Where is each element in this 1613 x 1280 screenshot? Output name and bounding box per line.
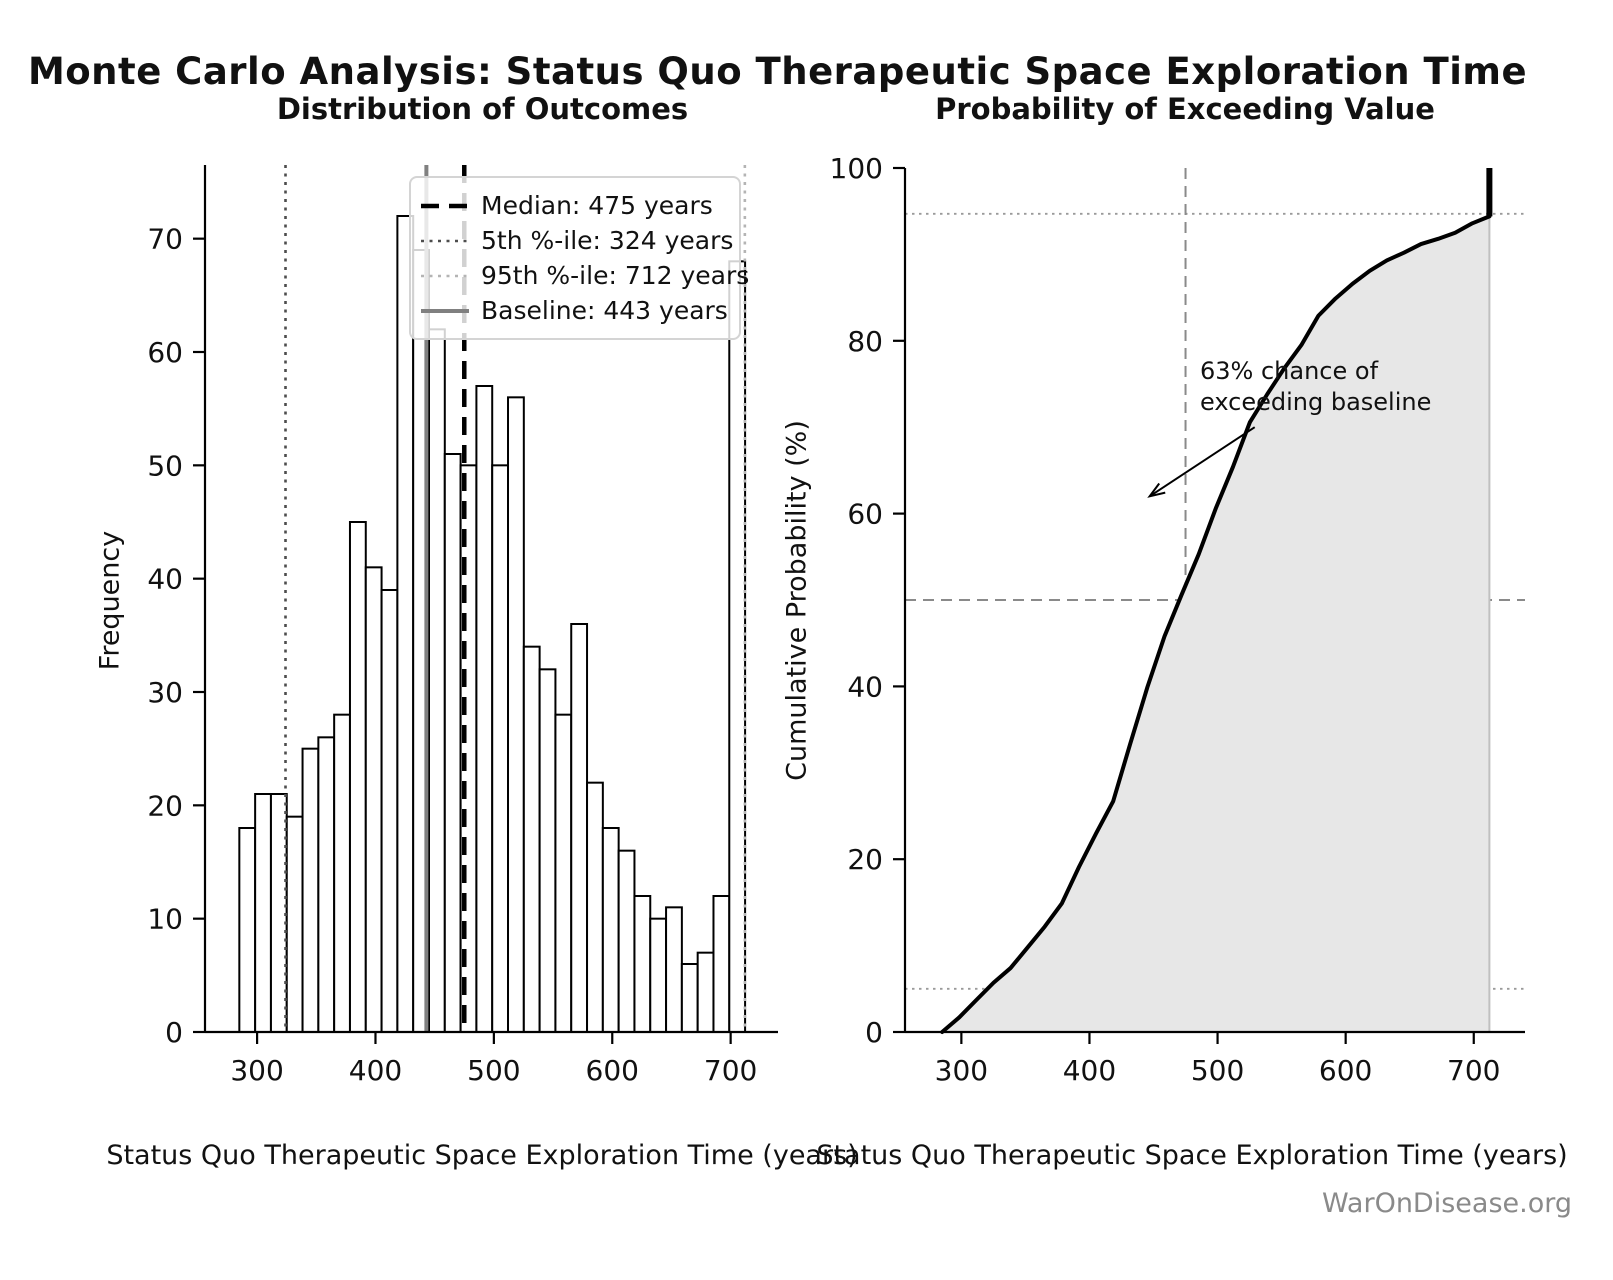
legend-item-label: Baseline: 443 years (481, 296, 728, 325)
histogram-x-tick-label: 600 (586, 1054, 639, 1087)
cdf-area-fill (942, 216, 1490, 1032)
legend-item: Median: 475 years (421, 188, 727, 223)
cdf-x-tick-label: 300 (935, 1054, 988, 1087)
figure-title: Monte Carlo Analysis: Status Quo Therape… (27, 50, 1528, 93)
histogram-x-tick-label: 300 (230, 1054, 283, 1087)
histogram-bars (238, 215, 747, 1034)
histogram-x-tick-label: 700 (704, 1054, 757, 1087)
histogram-bar (317, 736, 336, 1033)
legend-line-sample-icon (421, 196, 469, 215)
cdf-x-tick-label: 400 (1063, 1054, 1116, 1087)
histogram-bar (443, 453, 462, 1033)
histogram-bar (254, 793, 272, 1033)
histogram-bar (238, 827, 257, 1033)
histogram-bar (364, 566, 383, 1033)
histogram-y-tick-label: 40 (147, 563, 183, 596)
legend-item-label: 5th %-ile: 324 years (481, 226, 734, 255)
cdf-y-tick-label: 80 (847, 325, 883, 358)
histogram-bar (396, 215, 415, 1033)
histogram-bar (285, 815, 304, 1034)
histogram-y-tick-label: 10 (147, 903, 183, 936)
histogram-y-tick-label: 50 (147, 449, 183, 482)
legend-item: Baseline: 443 years (421, 293, 728, 328)
histogram-bar (459, 464, 478, 1034)
histogram-bar (348, 521, 367, 1033)
cdf-curve (940, 214, 1492, 1034)
legend-line-sample-icon (421, 266, 469, 285)
histogram-bar (491, 464, 510, 1034)
cdf-annotation-arrow (1147, 426, 1256, 498)
histogram-x-axis-label: Status Quo Therapeutic Space Exploration… (106, 1140, 858, 1171)
histogram-bar (728, 260, 747, 1034)
legend-line-sample-icon (421, 231, 469, 250)
cdf-axes: 300 400 500 600 700 0 20 40 60 80 100 (830, 152, 1525, 1087)
histogram-bar (475, 385, 494, 1033)
legend-item-label: Median: 475 years (481, 191, 713, 220)
cdf-annotation-line-1: 63% chance of (1200, 357, 1379, 385)
histogram-bar (301, 747, 320, 1034)
cdf-title: Probability of Exceeding Value (935, 92, 1435, 126)
histogram-y-tick-label: 60 (147, 336, 183, 369)
histogram-x-tick-label: 400 (349, 1054, 402, 1087)
histogram-y-tick-label: 0 (165, 1016, 183, 1049)
histogram-y-axis-label: Frequency (94, 530, 126, 671)
histogram-bar (633, 895, 652, 1033)
legend-item-label: 95th %-ile: 712 years (481, 261, 750, 290)
histogram-legend: Median: 475 years 5th %-ile: 324 years 95t… (409, 176, 749, 340)
histogram-bar (649, 917, 668, 1034)
cdf-x-tick-label: 500 (1191, 1054, 1244, 1087)
histogram-bar (507, 396, 525, 1034)
histogram-bar (427, 328, 446, 1034)
histogram-bar (380, 589, 399, 1033)
cdf-y-tick-label: 20 (847, 843, 883, 876)
cdf-x-tick-label: 700 (1447, 1054, 1500, 1087)
histogram-bar (538, 668, 557, 1033)
cdf-y-axis-label: Cumulative Probability (%) (781, 420, 813, 781)
histogram-bar (570, 623, 589, 1033)
histogram-bar (680, 963, 699, 1033)
histogram-bar (712, 895, 731, 1033)
cdf-y-tick-label: 100 (830, 152, 883, 185)
legend-item: 5th %-ile: 324 years (421, 223, 733, 258)
watermark: WarOnDisease.org (1321, 1188, 1572, 1219)
histogram-bar (696, 951, 715, 1034)
cdf-y-tick-label: 60 (847, 498, 883, 531)
cdf-annotation-line-2: exceeding baseline (1200, 388, 1432, 416)
histogram-y-tick-label: 20 (147, 789, 183, 822)
cdf-x-axis-label: Status Quo Therapeutic Space Exploration… (816, 1140, 1568, 1171)
histogram-bar (554, 713, 573, 1034)
histogram-bar (522, 645, 541, 1034)
histogram-bar (586, 781, 604, 1034)
cdf-annotation: 63% chance of exceeding baseline (1200, 356, 1431, 418)
histogram-bar (601, 827, 620, 1033)
cdf-x-tick-label: 600 (1319, 1054, 1372, 1087)
histogram-bar (333, 713, 351, 1034)
histogram-x-tick-label: 500 (467, 1054, 520, 1087)
legend-item: 95th %-ile: 712 years (421, 258, 749, 293)
histogram-y-tick-label: 70 (147, 223, 183, 256)
legend-line-sample-icon (421, 301, 469, 320)
histogram-title: Distribution of Outcomes (276, 92, 689, 126)
histogram-bar (617, 849, 636, 1034)
histogram-axes: 300 400 500 600 700 0 10 20 30 40 50 60 70 (147, 165, 778, 1087)
histogram-y-tick-label: 30 (147, 676, 183, 709)
cdf-y-tick-label: 40 (847, 670, 883, 703)
histogram-bar (665, 906, 683, 1033)
cdf-y-tick-label: 0 (865, 1016, 883, 1049)
